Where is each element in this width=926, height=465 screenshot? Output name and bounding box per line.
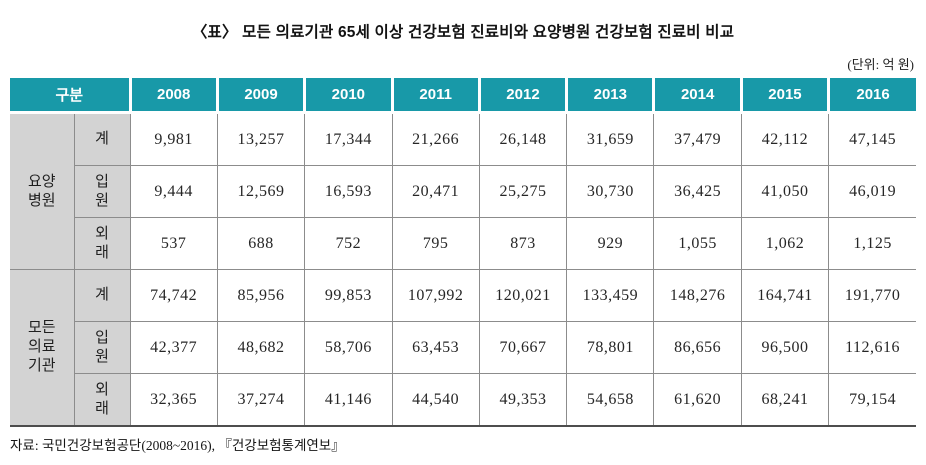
table-cell: 13,257 (216, 112, 306, 166)
row-subcategory-label: 외 래 (73, 217, 131, 270)
column-header-year: 2012 (477, 78, 567, 114)
table-cell: 148,276 (653, 269, 742, 322)
column-header-year: 2013 (565, 78, 654, 114)
column-header-year: 2015 (739, 78, 829, 114)
column-header-year: 2011 (390, 78, 480, 114)
table-cell: 47,145 (828, 112, 917, 166)
row-subcategory-label: 계 (73, 269, 131, 322)
table-row: 요양 병원 계 9,981 13,257 17,344 21,266 26,148 31,65… (9, 112, 917, 270)
table-cell: 79,154 (828, 373, 917, 427)
comparison-table: 구분 2008 2009 2010 2011 2012 2013 2014 2015 2016 요… (8, 78, 917, 427)
table-cell: 929 (566, 217, 655, 270)
table-cell: 1,062 (740, 217, 830, 270)
row-group-label: 모든 의료 기관 (9, 269, 75, 427)
table-cell: 752 (304, 217, 393, 270)
table-cell: 61,620 (653, 373, 742, 427)
table-cell: 688 (216, 217, 306, 270)
table-cell: 1,125 (828, 217, 917, 270)
table-cell: 85,956 (216, 269, 306, 322)
table-title: 〈표〉 모든 의료기관 65세 이상 건강보험 진료비와 요양병원 건강보험 진… (191, 24, 735, 41)
table-cell: 86,656 (653, 321, 742, 374)
table-cell: 44,540 (391, 373, 480, 427)
table-cell: 26,148 (478, 112, 568, 166)
column-header-year: 2010 (303, 78, 392, 114)
table-cell: 12,569 (216, 165, 306, 218)
header-row: 구분 2008 2009 2010 2011 2012 2013 2014 2015 2016 (8, 78, 916, 114)
source-note: 자료: 국민건강보험공단(2008~2016), 『건강보험통계연보』 (10, 438, 345, 453)
table-cell: 133,459 (566, 269, 655, 322)
table-cell: 70,667 (478, 321, 568, 374)
table-cell: 120,021 (478, 269, 568, 322)
table-cell: 68,241 (740, 373, 830, 427)
table-cell: 63,453 (391, 321, 480, 374)
table-cell: 42,112 (740, 112, 830, 166)
table-cell: 49,353 (478, 373, 568, 427)
table-cell: 32,365 (129, 373, 218, 427)
table-row: 입 원 42,377 48,682 58,706 63,453 70,667 78,801 8… (10, 321, 917, 374)
table-cell: 41,050 (740, 165, 830, 218)
table-cell: 21,266 (391, 112, 480, 166)
table-cell: 78,801 (566, 321, 655, 374)
table-cell: 48,682 (216, 321, 306, 374)
table-cell: 58,706 (304, 321, 393, 374)
table-cell: 25,275 (478, 165, 568, 218)
table-cell: 107,992 (391, 269, 480, 322)
table-cell: 9,444 (129, 165, 218, 218)
table-cell: 46,019 (828, 165, 917, 218)
unit-note: (단위: 억 원) (847, 57, 914, 72)
table-cell: 31,659 (566, 112, 655, 166)
table-cell: 537 (129, 217, 218, 270)
table-cell: 30,730 (566, 165, 655, 218)
table-cell: 17,344 (304, 112, 393, 166)
column-header-year: 2008 (128, 78, 218, 114)
table-cell: 1,055 (653, 217, 742, 270)
column-header-year: 2016 (827, 78, 916, 114)
row-subcategory-label: 외 래 (73, 373, 131, 427)
table-cell: 37,274 (216, 373, 306, 427)
table-row: 외 래 537 688 752 795 873 929 1,055 1,062 1,125 (10, 217, 917, 270)
table-cell: 99,853 (304, 269, 393, 322)
table-row: 입 원 9,444 12,569 16,593 20,471 25,275 30,730 36… (10, 165, 917, 218)
row-subcategory-label: 계 (73, 112, 131, 166)
table-row: 외 래 32,365 37,274 41,146 44,540 49,353 54,658 6… (10, 373, 917, 427)
table-cell: 16,593 (304, 165, 393, 218)
table-cell: 96,500 (740, 321, 830, 374)
table-cell: 74,742 (129, 269, 218, 322)
table-cell: 41,146 (304, 373, 393, 427)
table-row: 모든 의료 기관 계 74,742 85,956 99,853 107,992 120,02… (9, 269, 917, 427)
table-cell: 164,741 (740, 269, 830, 322)
table-cell: 36,425 (653, 165, 742, 218)
table-cell: 37,479 (653, 112, 742, 166)
row-subcategory-label: 입 원 (73, 165, 131, 218)
table-cell: 112,616 (828, 321, 917, 374)
table-cell: 9,981 (129, 112, 218, 166)
table-header: 구분 2008 2009 2010 2011 2012 2013 2014 2015 2016 (8, 78, 916, 114)
table-cell: 42,377 (129, 321, 218, 374)
table-cell: 54,658 (566, 373, 655, 427)
row-group-label: 요양 병원 (9, 112, 75, 270)
table-cell: 873 (478, 217, 568, 270)
table-body: 요양 병원 계 9,981 13,257 17,344 21,266 26,148 31,65… (9, 112, 917, 427)
row-subcategory-label: 입 원 (73, 321, 131, 374)
table-cell: 20,471 (391, 165, 480, 218)
column-header-category: 구분 (8, 78, 131, 114)
table-cell: 795 (391, 217, 480, 270)
column-header-year: 2009 (215, 78, 305, 114)
column-header-year: 2014 (652, 78, 742, 114)
table-cell: 191,770 (828, 269, 917, 322)
